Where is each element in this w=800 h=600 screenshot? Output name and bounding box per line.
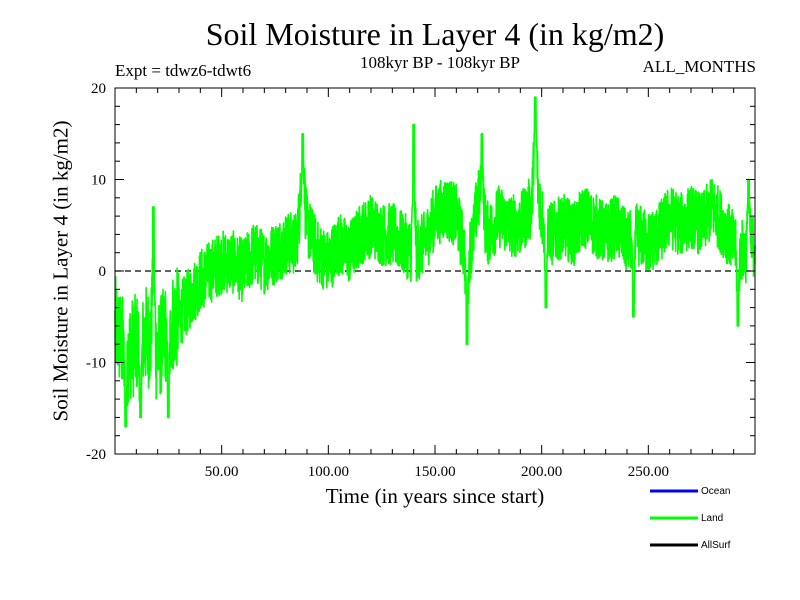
x-tick-label: 100.00 [308,464,349,480]
y-tick-label: -10 [86,356,106,372]
y-tick-label: -20 [86,447,106,463]
months-label: ALL_MONTHS [642,57,756,76]
y-tick-label: 20 [91,81,106,97]
y-tick-label: 10 [91,173,106,189]
series-line-land [114,96,756,428]
x-axis-label: Time (in years since start) [325,484,545,508]
x-tick-label: 50.00 [205,464,239,480]
series-layer [114,96,756,428]
x-tick-label: 200.00 [521,464,562,480]
expt-label: Expt = tdwz6-tdwt6 [115,61,252,80]
x-tick-label: 250.00 [628,464,669,480]
legend-label-ocean: Ocean [701,486,730,497]
chart-subtitle: 108kyr BP - 108kyr BP [360,53,520,72]
legend-label-allsurf: AllSurf [701,540,731,551]
legend-label-land: Land [701,513,723,524]
chart-title: Soil Moisture in Layer 4 (in kg/m2) [205,16,665,52]
legend: Ocean Land AllSurf [650,486,731,551]
x-tick-label: 150.00 [414,464,455,480]
y-tick-label: 0 [99,264,107,280]
axes-layer: 50.00 100.00 150.00 200.00 250.00 -20 -10 0 10 20 [86,81,756,480]
